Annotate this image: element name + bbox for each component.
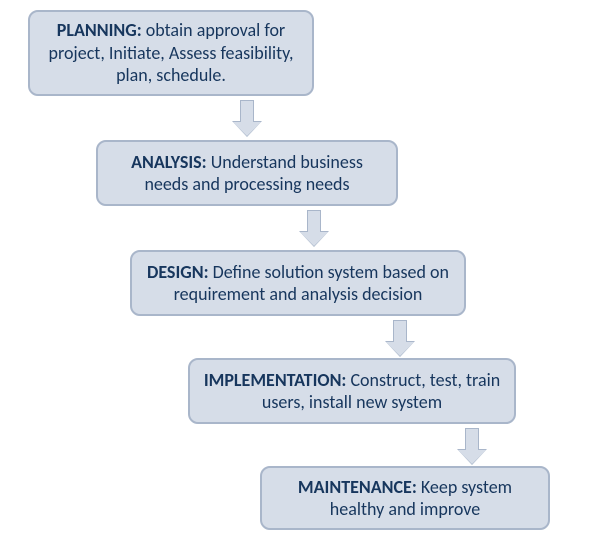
node-planning: PLANNING: obtain approval for project, I… xyxy=(28,10,314,96)
node-title: DESIGN: xyxy=(147,261,209,283)
node-implementation: IMPLEMENTATION: Construct, test, train u… xyxy=(188,358,516,424)
node-label: PLANNING: obtain approval for project, I… xyxy=(30,13,312,93)
node-title: IMPLEMENTATION: xyxy=(204,369,347,391)
arrow-down-icon xyxy=(300,210,328,246)
node-label: IMPLEMENTATION: Construct, test, train u… xyxy=(190,363,514,420)
node-analysis: ANALYSIS: Understand business needs and … xyxy=(96,140,398,206)
node-label: DESIGN: Define solution system based on … xyxy=(132,255,464,312)
arrow-down-icon xyxy=(458,428,486,464)
arrow-down-icon xyxy=(386,320,414,356)
arrow-down-icon xyxy=(233,100,261,136)
node-label: ANALYSIS: Understand business needs and … xyxy=(98,145,396,202)
node-text: Define solution system based on requirem… xyxy=(174,261,449,306)
node-label: MAINTENANCE: Keep system healthy and imp… xyxy=(262,470,548,527)
node-design: DESIGN: Define solution system based on … xyxy=(130,250,466,316)
node-title: MAINTENANCE: xyxy=(298,476,417,498)
node-maintenance: MAINTENANCE: Keep system healthy and imp… xyxy=(260,466,550,530)
node-title: PLANNING: xyxy=(57,19,142,41)
node-title: ANALYSIS: xyxy=(131,151,207,173)
